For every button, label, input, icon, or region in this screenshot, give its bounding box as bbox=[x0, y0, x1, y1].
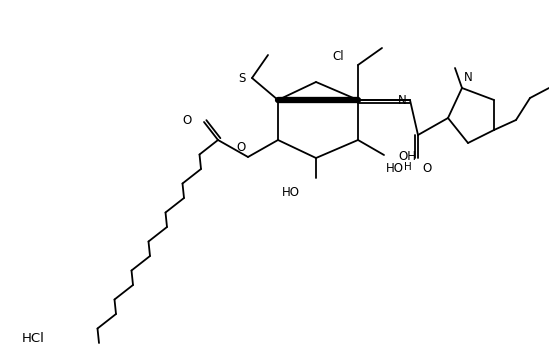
Text: N: N bbox=[464, 71, 473, 84]
Text: HO: HO bbox=[282, 186, 300, 199]
Text: H: H bbox=[404, 162, 412, 172]
Text: N: N bbox=[398, 93, 407, 107]
Text: HO: HO bbox=[386, 162, 404, 175]
Text: O: O bbox=[183, 113, 192, 126]
Text: HCl: HCl bbox=[22, 331, 45, 345]
Text: O: O bbox=[237, 141, 246, 154]
Text: S: S bbox=[239, 71, 246, 84]
Text: Cl: Cl bbox=[332, 51, 344, 64]
Text: O: O bbox=[422, 162, 432, 175]
Text: OH: OH bbox=[398, 150, 416, 163]
